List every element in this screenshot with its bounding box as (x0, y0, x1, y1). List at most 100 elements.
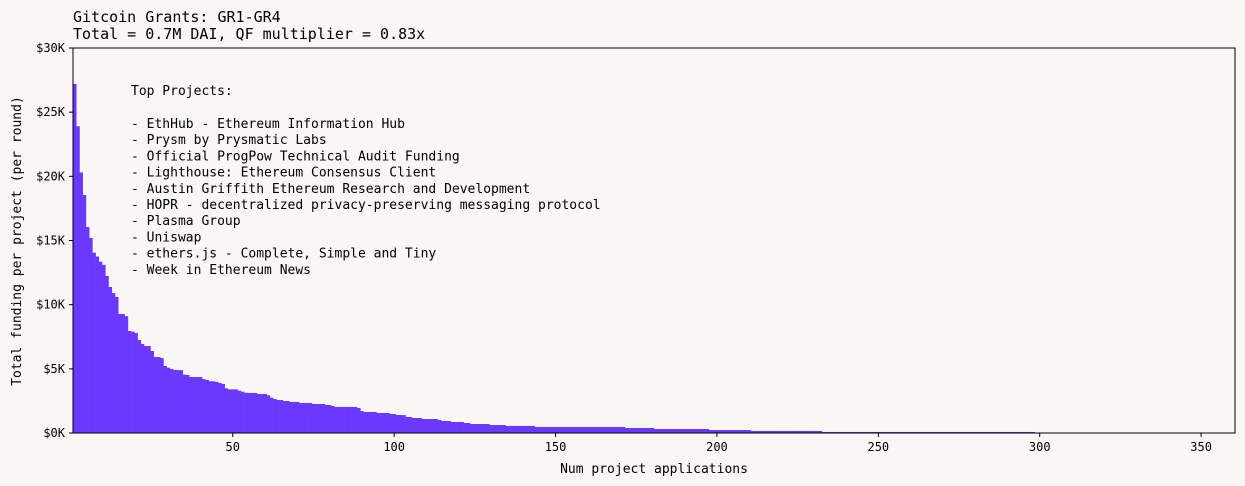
bar (654, 429, 658, 433)
bar (105, 275, 109, 433)
top-projects-annotation: Top Projects: - EthHub - Ethereum Inform… (131, 84, 601, 278)
bar (892, 431, 897, 433)
bar (470, 424, 474, 433)
bar (305, 402, 309, 433)
top-project-item: - Plasma Group (131, 214, 241, 229)
bar (218, 382, 222, 433)
bar (831, 431, 836, 433)
bar (118, 314, 122, 433)
bar (357, 407, 361, 433)
bar (156, 357, 161, 433)
bar (599, 426, 603, 433)
bar (805, 430, 810, 433)
bar (482, 424, 487, 433)
bar (808, 430, 813, 433)
bar (637, 427, 642, 433)
bar (76, 126, 80, 434)
bar (595, 426, 600, 433)
bar (411, 417, 416, 433)
bar (73, 83, 77, 433)
bar (576, 426, 581, 433)
bar (705, 429, 710, 433)
bar (347, 406, 351, 433)
bar (783, 430, 787, 433)
bar (821, 431, 826, 433)
bar (750, 430, 755, 433)
bar (883, 431, 887, 433)
bar (160, 358, 164, 433)
bar (899, 431, 903, 433)
bar (434, 419, 439, 433)
bar (256, 393, 261, 433)
bar (747, 430, 752, 433)
x-axis-label: Num project applications (560, 462, 748, 477)
bar (273, 398, 277, 433)
bar (376, 412, 380, 433)
bar (279, 400, 284, 433)
bar (541, 426, 545, 433)
top-project-item: - EthHub - Ethereum Information Hub (131, 117, 405, 132)
bar (350, 406, 355, 433)
bars (73, 83, 1036, 434)
bar (505, 425, 510, 433)
bar (741, 430, 745, 433)
bar (292, 401, 297, 433)
bar (650, 427, 655, 433)
bar (450, 421, 455, 433)
bar (489, 425, 493, 433)
bar (944, 431, 949, 433)
bar (718, 430, 723, 433)
bar (695, 429, 700, 433)
bar (495, 425, 500, 433)
bar (631, 427, 635, 433)
bar (553, 426, 558, 433)
bar (550, 426, 555, 433)
bar (879, 431, 884, 433)
bar (828, 431, 832, 433)
bar (931, 431, 936, 433)
bar (389, 414, 393, 433)
bar (837, 431, 842, 433)
top-project-item: - Lighthouse: Ethereum Consensus Client (131, 166, 436, 181)
bar (721, 430, 726, 433)
bar (1028, 431, 1032, 433)
bar (802, 430, 807, 433)
bar (192, 377, 196, 433)
bar (850, 431, 855, 433)
bar (524, 425, 529, 433)
bar (902, 431, 907, 433)
bar (566, 426, 571, 433)
bar (302, 402, 306, 433)
y-tick-label: $0K (43, 426, 65, 440)
bar (428, 419, 432, 433)
bar (612, 426, 616, 433)
bar (921, 431, 926, 433)
bar (725, 430, 729, 433)
bar (615, 426, 619, 433)
bar (934, 431, 939, 433)
bar (437, 420, 442, 433)
bar (386, 412, 390, 433)
bar (915, 431, 919, 433)
bar (334, 406, 338, 433)
bar (282, 401, 287, 433)
bar (634, 427, 639, 433)
bar (102, 264, 106, 433)
bar (1002, 431, 1007, 433)
bar (763, 430, 768, 433)
bar (734, 430, 739, 433)
bar (957, 431, 961, 433)
bar (318, 403, 322, 433)
bar (415, 417, 419, 433)
bar (983, 431, 987, 433)
bar (760, 430, 765, 433)
bar (111, 293, 116, 433)
top-project-item: - Uniswap (131, 230, 202, 245)
bar (928, 431, 932, 433)
bar (234, 389, 238, 433)
bar (1018, 431, 1023, 433)
bar (363, 411, 368, 433)
bar (263, 393, 267, 433)
bar (166, 367, 171, 433)
